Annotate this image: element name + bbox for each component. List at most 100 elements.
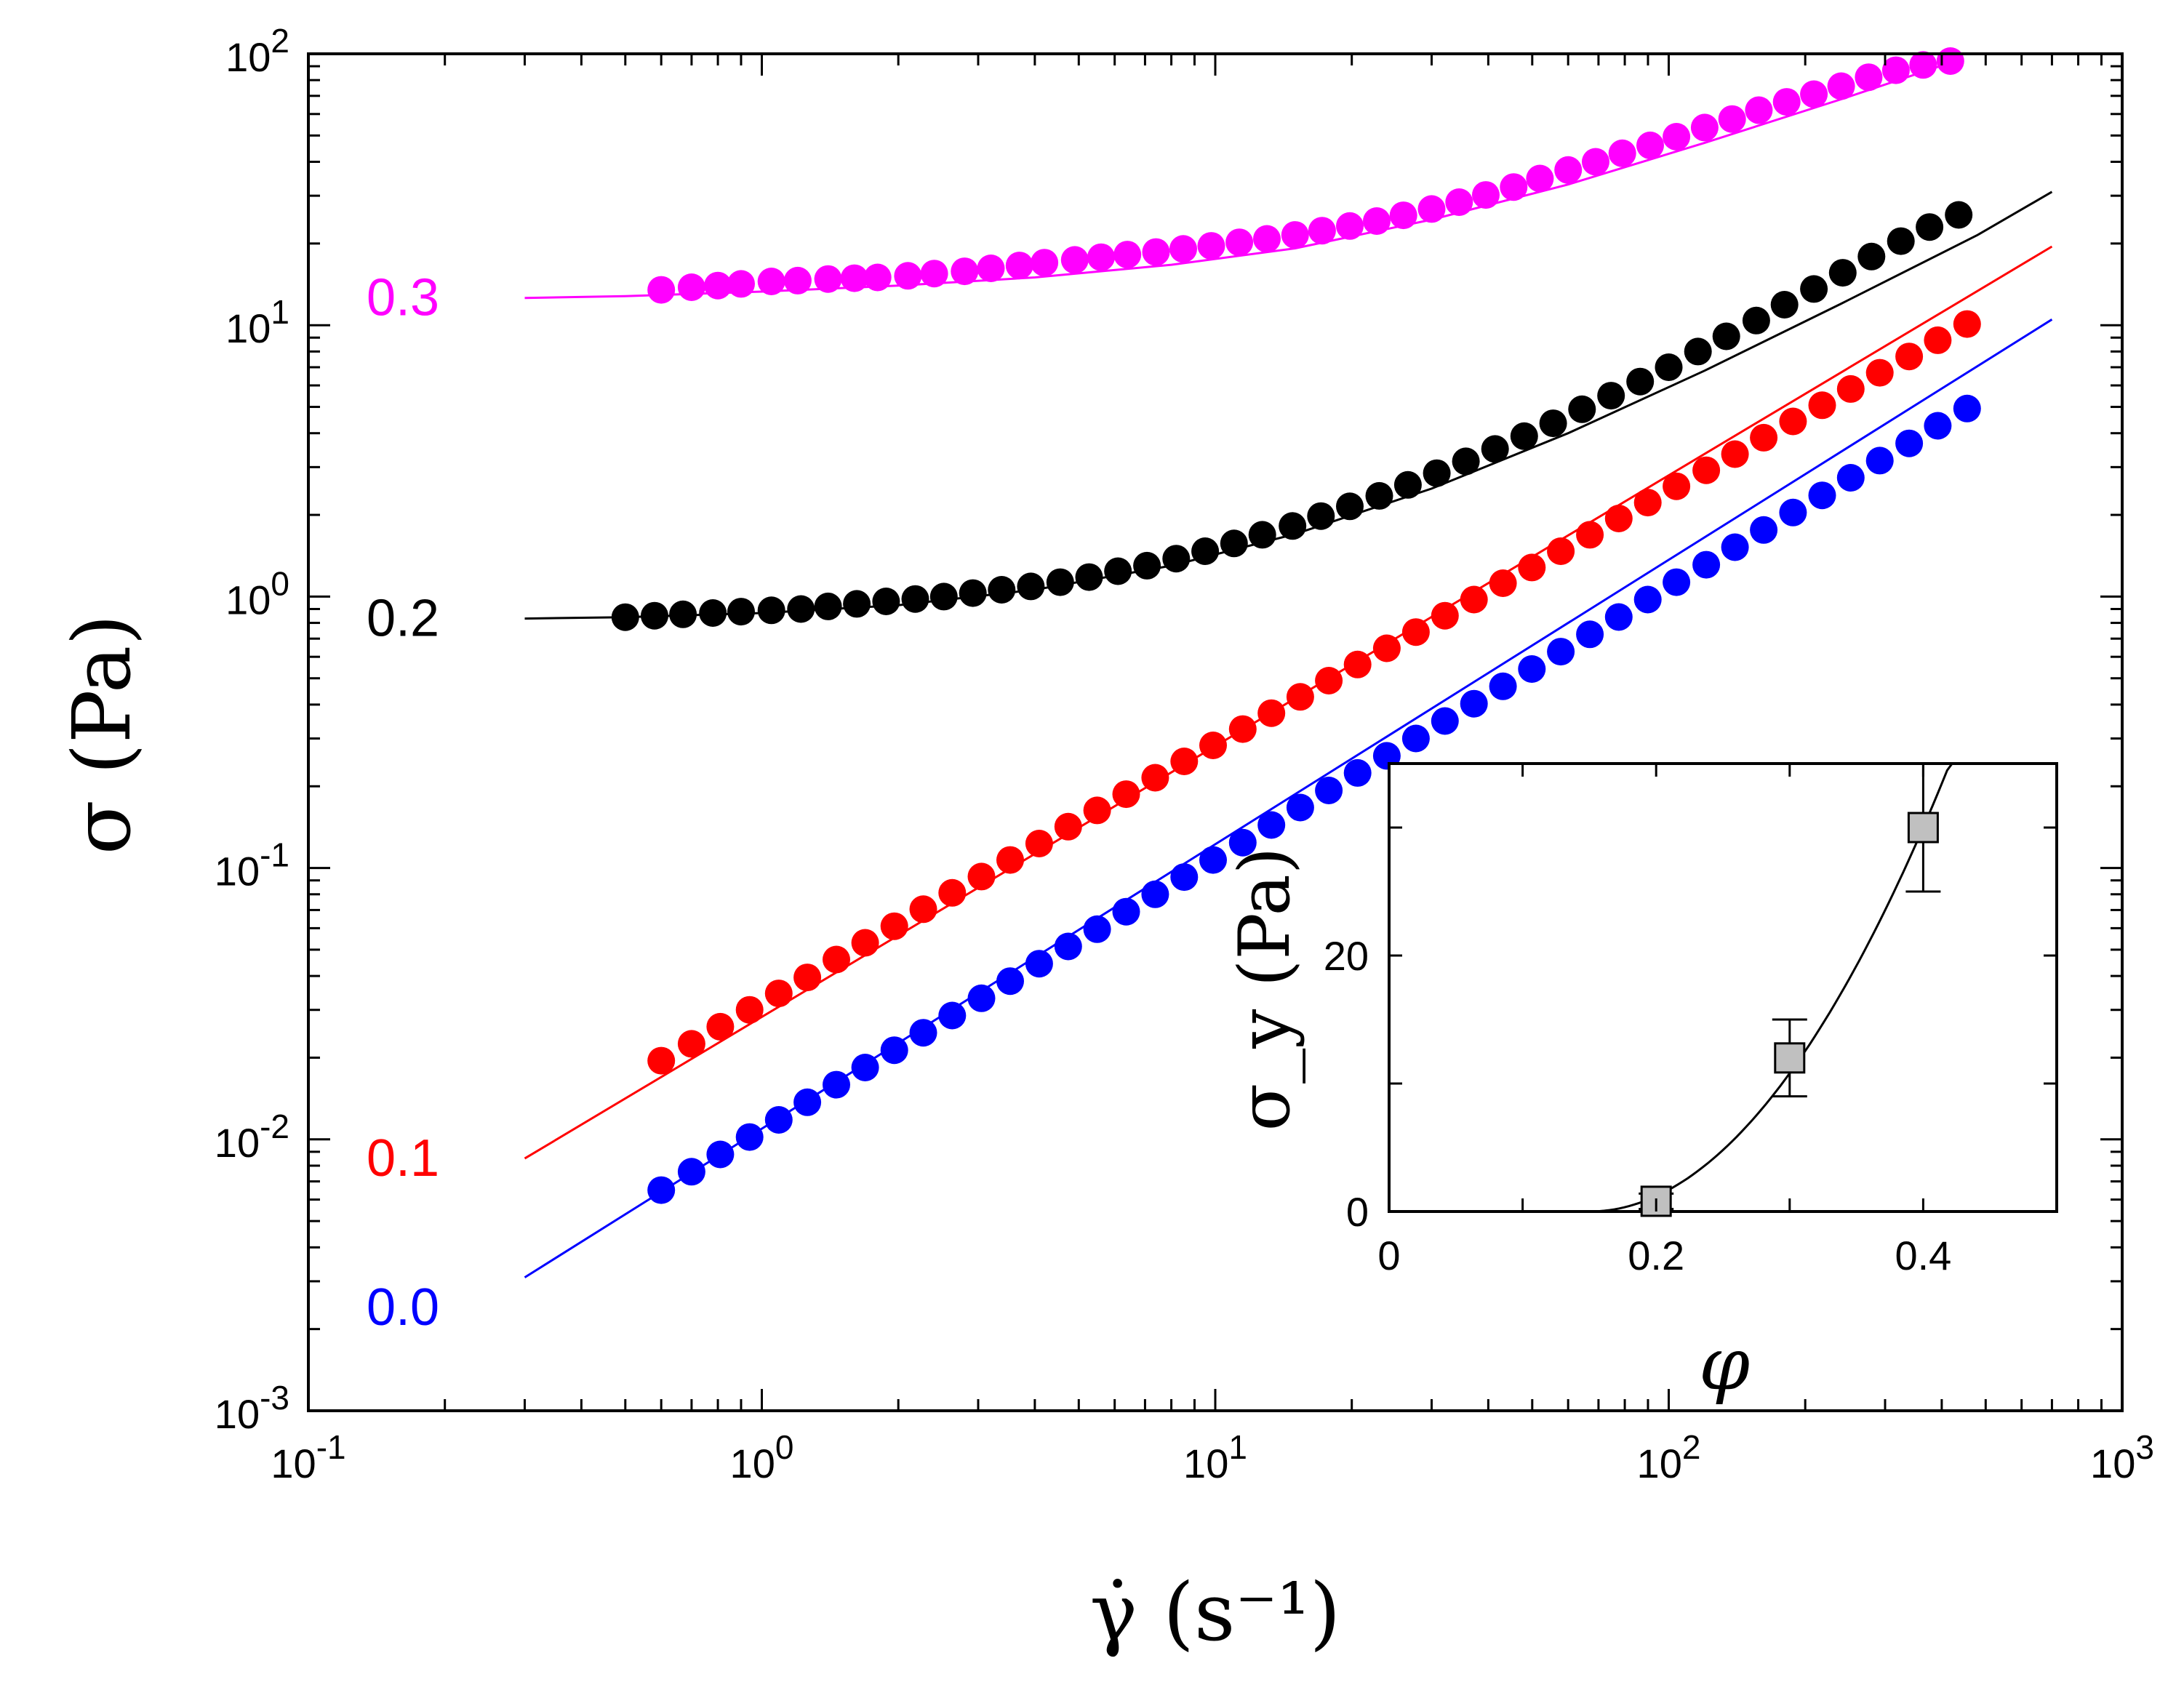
data-point [920,260,948,288]
data-point [1808,481,1836,510]
data-point [1827,72,1855,100]
data-point [1199,732,1227,759]
data-point [1742,306,1770,335]
data-point [1916,213,1944,241]
y-axis-title: σ (Pa) [55,614,148,855]
data-point [967,862,996,891]
data-point [843,590,871,618]
series-label: 0.2 [367,590,439,648]
data-point [1005,252,1033,280]
data-point [757,268,785,295]
data-point [1060,246,1089,274]
data-point [1225,228,1254,257]
data-point [1286,793,1314,822]
data-point [1663,472,1691,500]
data-point [1750,423,1778,452]
data-point [1307,502,1335,530]
data-point [1113,241,1142,269]
data-point [988,576,1016,604]
data-point [840,264,868,292]
data-point [704,271,732,300]
axis-ticks [307,54,2124,1412]
data-point [669,600,697,628]
data-point [1712,322,1740,351]
y-tick-label: 10-3 [215,1379,289,1437]
data-point [764,1106,793,1134]
data-point [863,263,892,292]
data-point [1257,699,1286,727]
data-point [1554,156,1583,184]
data-point [1417,195,1446,223]
data-point [735,1123,764,1151]
data-point [851,1054,879,1081]
data-point [1489,569,1517,597]
data-point [1083,796,1111,825]
fit-line [524,61,1952,300]
data-point [1547,537,1575,565]
data-point [1054,932,1082,961]
data-point [1169,235,1197,263]
x-tick-label: 10-1 [271,1428,345,1486]
data-point [793,1088,822,1116]
data-point [1460,689,1488,718]
y-tick-label: 10-2 [215,1108,289,1166]
data-point [1626,367,1655,396]
data-point [1431,707,1459,735]
data-point [1582,148,1609,176]
data-point [1017,572,1045,601]
data-point [1576,521,1604,549]
data-point [1510,422,1538,450]
data-point [706,1140,735,1169]
data-point [1663,123,1691,151]
data-point [641,601,668,630]
data-point [1800,80,1828,108]
data-point [823,1070,850,1099]
inset-frame [1388,762,2058,1213]
data-point [1604,603,1633,631]
y-tick-label: 102 [225,22,289,80]
data-point [1162,545,1191,573]
data-point [1025,830,1053,857]
data-point [1315,667,1343,694]
data-point [1526,164,1554,193]
data-point [611,603,639,631]
data-point [1279,512,1307,540]
data-point [677,1030,705,1058]
data-point [1779,407,1807,436]
data-point [996,967,1024,996]
x-tick-label: 102 [1637,1428,1701,1486]
data-point [1597,382,1625,410]
data-point [1460,585,1488,614]
data-point [1539,409,1567,438]
x-tick-label: 100 [730,1428,794,1486]
data-point [727,598,755,626]
data-point [1836,375,1865,403]
data-point [1248,521,1276,549]
data-point [1336,212,1364,240]
data-point [1895,343,1924,371]
data-point [1343,650,1372,678]
data-point [1568,395,1596,423]
inset-y-tick-label: 0 [1346,1189,1369,1235]
data-point [1141,764,1169,792]
inset-ticks [1388,764,2057,1213]
data-point [787,595,815,623]
data-point [1692,456,1721,484]
data-point [1881,56,1910,84]
data-point [1087,243,1115,271]
data-point [1750,516,1778,544]
data-point [699,599,727,627]
data-point [1025,950,1053,978]
data-point [1718,105,1746,133]
series-label: 0.3 [367,269,439,327]
data-point [1104,557,1132,585]
data-point [1895,429,1924,457]
data-point [793,964,822,992]
data-point [1808,391,1836,420]
data-point [1633,585,1662,614]
data-point [1445,188,1473,216]
data-point [1887,227,1915,255]
data-point [1865,446,1894,475]
inset-x-axis-title: φ [1699,1321,1750,1406]
data-point [823,945,850,974]
